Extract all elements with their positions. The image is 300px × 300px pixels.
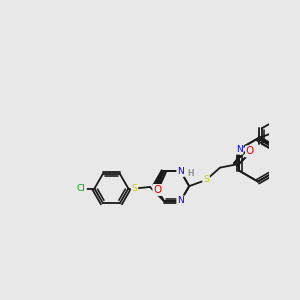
Text: O: O (154, 185, 162, 195)
Text: N: N (236, 145, 243, 154)
Text: O: O (154, 185, 162, 195)
Text: H: H (187, 169, 193, 178)
Text: H: H (187, 169, 193, 178)
Text: S: S (132, 184, 137, 193)
Text: N: N (177, 196, 184, 205)
Text: N: N (177, 196, 184, 205)
Text: S: S (203, 176, 209, 184)
Text: N: N (236, 145, 243, 154)
Text: N: N (177, 167, 184, 176)
Text: N: N (177, 167, 184, 176)
Text: S: S (203, 176, 209, 184)
Text: S: S (132, 184, 137, 193)
Text: O: O (246, 146, 254, 157)
Text: O: O (246, 146, 254, 157)
Text: Cl: Cl (77, 184, 86, 193)
Text: Cl: Cl (77, 184, 86, 193)
